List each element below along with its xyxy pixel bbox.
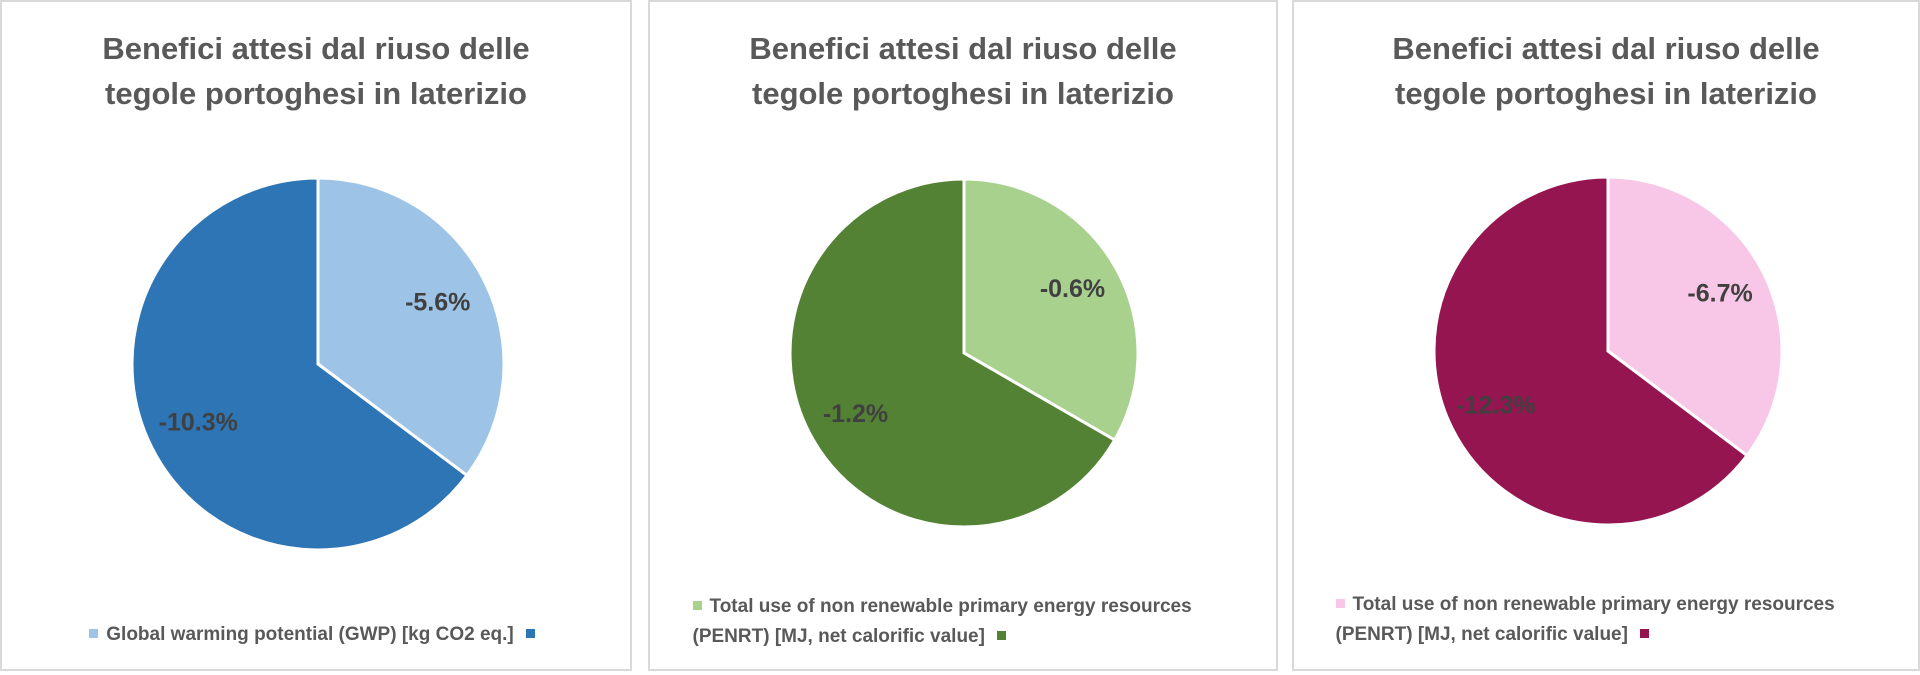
pie-slice [788,177,1117,529]
pie-slice [962,177,1140,443]
legend: Total use of non renewable primary energ… [692,592,1238,652]
data-label: -6.7% [1687,280,1752,308]
chart-title: Benefici attesi dal riuso delle tegole p… [1392,31,1820,111]
chart-title: Benefici attesi dal riuso delle tegole p… [102,31,530,111]
data-label: -0.6% [1040,275,1105,303]
legend-marker [89,629,99,639]
data-label: -1.2% [823,400,888,428]
pie-slice [1606,175,1784,458]
pie-chart: -0.6% -1.2% [788,177,1140,529]
legend-label: Global warming potential (GWP) [kg CO2 e… [106,624,514,645]
chart-panel: Benefici attesi dal riuso delle tegole p… [648,0,1278,671]
legend: Total use of non renewable primary energ… [1335,590,1881,650]
legend-marker [1335,599,1345,609]
legend-marker [996,631,1006,641]
legend-marker [692,601,702,611]
chart-title: Benefici attesi dal riuso delle tegole p… [749,31,1177,111]
legend-marker [525,629,535,639]
legend-marker [1639,629,1649,639]
pie-slice [1432,175,1750,527]
data-label: -10.3% [159,409,238,437]
pie-slice [316,176,506,478]
data-label: -5.6% [405,289,470,317]
chart-panel: Benefici attesi dal riuso delle tegole p… [0,0,632,671]
legend-label: Total use of non renewable primary energ… [692,596,1192,647]
legend: Global warming potential (GWP) [kg CO2 e… [2,620,630,650]
data-label: -12.3% [1456,392,1535,420]
pie-chart: -5.6% -10.3% [130,176,506,552]
pie-chart: -6.7% -12.3% [1432,175,1784,527]
chart-panel: Benefici attesi dal riuso delle tegole p… [1292,0,1920,671]
legend-label: Total use of non renewable primary energ… [1335,594,1835,645]
pie-slice [130,176,470,552]
